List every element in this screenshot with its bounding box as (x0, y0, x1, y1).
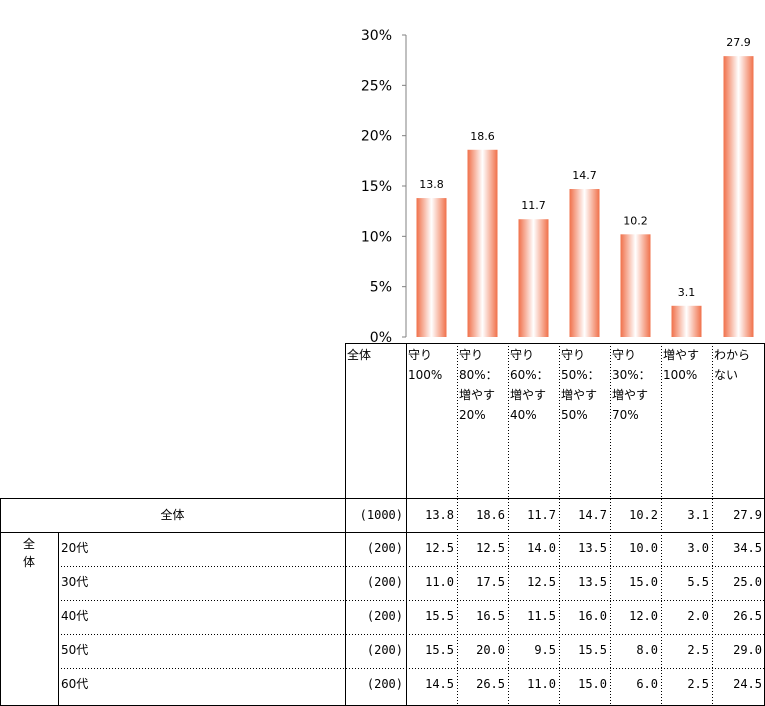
bar (467, 149, 498, 337)
table-cell: 26.5 (476, 677, 505, 691)
table-cell: 26.5 (733, 609, 762, 623)
table-cell: 10.0 (629, 541, 658, 555)
table-cell: 14.7 (578, 508, 607, 522)
table-cell: 13.5 (578, 575, 607, 589)
table-cell: 10.2 (629, 508, 658, 522)
table-cell: 5.5 (687, 575, 709, 589)
header-total-label: 全体 (347, 348, 372, 362)
group-label: 全 体 (22, 537, 35, 569)
table-cell: 11.0 (425, 575, 454, 589)
row-label: 40代 (61, 609, 89, 623)
table-cell: 27.9 (733, 508, 762, 522)
y-tick-label: 25% (361, 78, 392, 94)
category-label: 守り 60%： 増やす 40% (510, 348, 549, 422)
bar (723, 56, 754, 337)
table-cell: 2.5 (687, 643, 709, 657)
table-cell: 14.5 (425, 677, 454, 691)
table-cell: 20.0 (476, 643, 505, 657)
table-cell: 3.1 (687, 508, 709, 522)
table-cell: 9.5 (534, 643, 556, 657)
table-cell: 25.0 (733, 575, 762, 589)
table-cell: 34.5 (733, 541, 762, 555)
table-cell: 17.5 (476, 575, 505, 589)
table-row: 60代 (200) 14.5 26.5 11.0 15.0 6.0 2.5 24.5 (0, 668, 765, 701)
table-cell: 3.0 (687, 541, 709, 555)
bar-value-label: 14.7 (572, 169, 597, 182)
bar-value-label: 10.2 (623, 214, 648, 227)
y-tick-label: 0% (370, 330, 392, 345)
table-row: 40代 (200) 15.5 16.5 11.5 16.0 12.0 2.0 26.5 (0, 600, 765, 633)
row-sample-size: (200) (366, 609, 403, 623)
category-label: 守り 80%： 増やす 20% (459, 348, 498, 422)
table-cell: 15.0 (629, 575, 658, 589)
table-cell: 2.0 (687, 609, 709, 623)
y-tick-label: 5% (370, 280, 392, 296)
table-cell: 16.0 (578, 609, 607, 623)
bar (416, 198, 447, 337)
category-label: 守り 50%： 増やす 50% (561, 348, 600, 422)
table-cell: 12.5 (425, 541, 454, 555)
bar-value-label: 18.6 (470, 130, 495, 143)
table-cell: 12.5 (527, 575, 556, 589)
row-sample-size: (200) (366, 643, 403, 657)
row-label: 30代 (61, 575, 89, 589)
y-tick-label: 30% (361, 28, 392, 44)
bar (671, 305, 702, 337)
y-tick-label: 15% (361, 179, 392, 195)
table-cell: 15.5 (425, 643, 454, 657)
bar-value-label: 3.1 (678, 286, 696, 299)
table-cell: 2.5 (687, 677, 709, 691)
row-label: 20代 (61, 541, 89, 555)
table-cell: 12.0 (629, 609, 658, 623)
table-cell: 16.5 (476, 609, 505, 623)
table-cell: 15.0 (578, 677, 607, 691)
category-label: 守り 100% (408, 348, 443, 382)
category-label: わから ない (714, 348, 751, 382)
table-cell: 11.7 (527, 508, 556, 522)
row-sample-size: (200) (366, 677, 403, 691)
bar (518, 219, 549, 337)
row-sample-size: (200) (366, 575, 403, 589)
bar-value-label: 27.9 (726, 36, 751, 49)
table-cell: 15.5 (425, 609, 454, 623)
bar-value-label: 13.8 (419, 178, 444, 191)
table-cell: 14.0 (527, 541, 556, 555)
bar (620, 234, 651, 337)
table-cell: 29.0 (733, 643, 762, 657)
table-row: 全体 (1000) 13.8 18.6 11.7 14.7 10.2 3.1 27.9 (0, 499, 765, 532)
table-row: 20代 (200) 12.5 12.5 14.0 13.5 10.0 3.0 34.5 (0, 532, 765, 565)
bar (569, 189, 600, 337)
table-cell: 13.5 (578, 541, 607, 555)
table-row: 50代 (200) 15.5 20.0 9.5 15.5 8.0 2.5 29.0 (0, 634, 765, 667)
row-label: 50代 (61, 643, 89, 657)
table-cell: 18.6 (476, 508, 505, 522)
y-tick-label: 20% (361, 129, 392, 145)
table-cell: 15.5 (578, 643, 607, 657)
row-label: 60代 (61, 677, 89, 691)
category-label: 守り 30%： 増やす 70% (612, 348, 651, 422)
table-cell: 12.5 (476, 541, 505, 555)
bar-chart: 0% 5% 10% 15% 20% 25% 30% 13.8 18.6 11.7 14.7 10.2 3… (361, 28, 754, 345)
table-cell: 11.0 (527, 677, 556, 691)
table-cell: 13.8 (425, 508, 454, 522)
category-label: 増やす 100% (663, 348, 700, 382)
table-cell: 24.5 (733, 677, 762, 691)
table-cell: 6.0 (636, 677, 658, 691)
y-tick-label: 10% (361, 229, 392, 245)
bar-value-label: 11.7 (521, 199, 546, 212)
row-sample-size: (1000) (359, 508, 403, 522)
row-label: 全体 (160, 508, 185, 522)
table-row: 30代 (200) 11.0 17.5 12.5 13.5 15.0 5.5 25.0 (0, 566, 765, 599)
row-sample-size: (200) (366, 541, 403, 555)
table-cell: 8.0 (636, 643, 658, 657)
table-cell: 11.5 (527, 609, 556, 623)
